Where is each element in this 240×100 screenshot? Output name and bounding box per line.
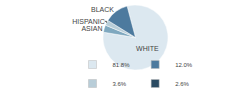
svg-text:BLACK: BLACK <box>91 6 114 13</box>
svg-text:3.6%: 3.6% <box>113 81 127 87</box>
svg-text:2.6%: 2.6% <box>175 81 189 87</box>
svg-text:12.0%: 12.0% <box>175 62 193 68</box>
svg-text:ASIAN: ASIAN <box>81 25 102 32</box>
svg-text:HISPANIC: HISPANIC <box>72 18 105 25</box>
svg-text:81.8%: 81.8% <box>113 62 131 68</box>
svg-text:WHITE: WHITE <box>136 45 159 52</box>
